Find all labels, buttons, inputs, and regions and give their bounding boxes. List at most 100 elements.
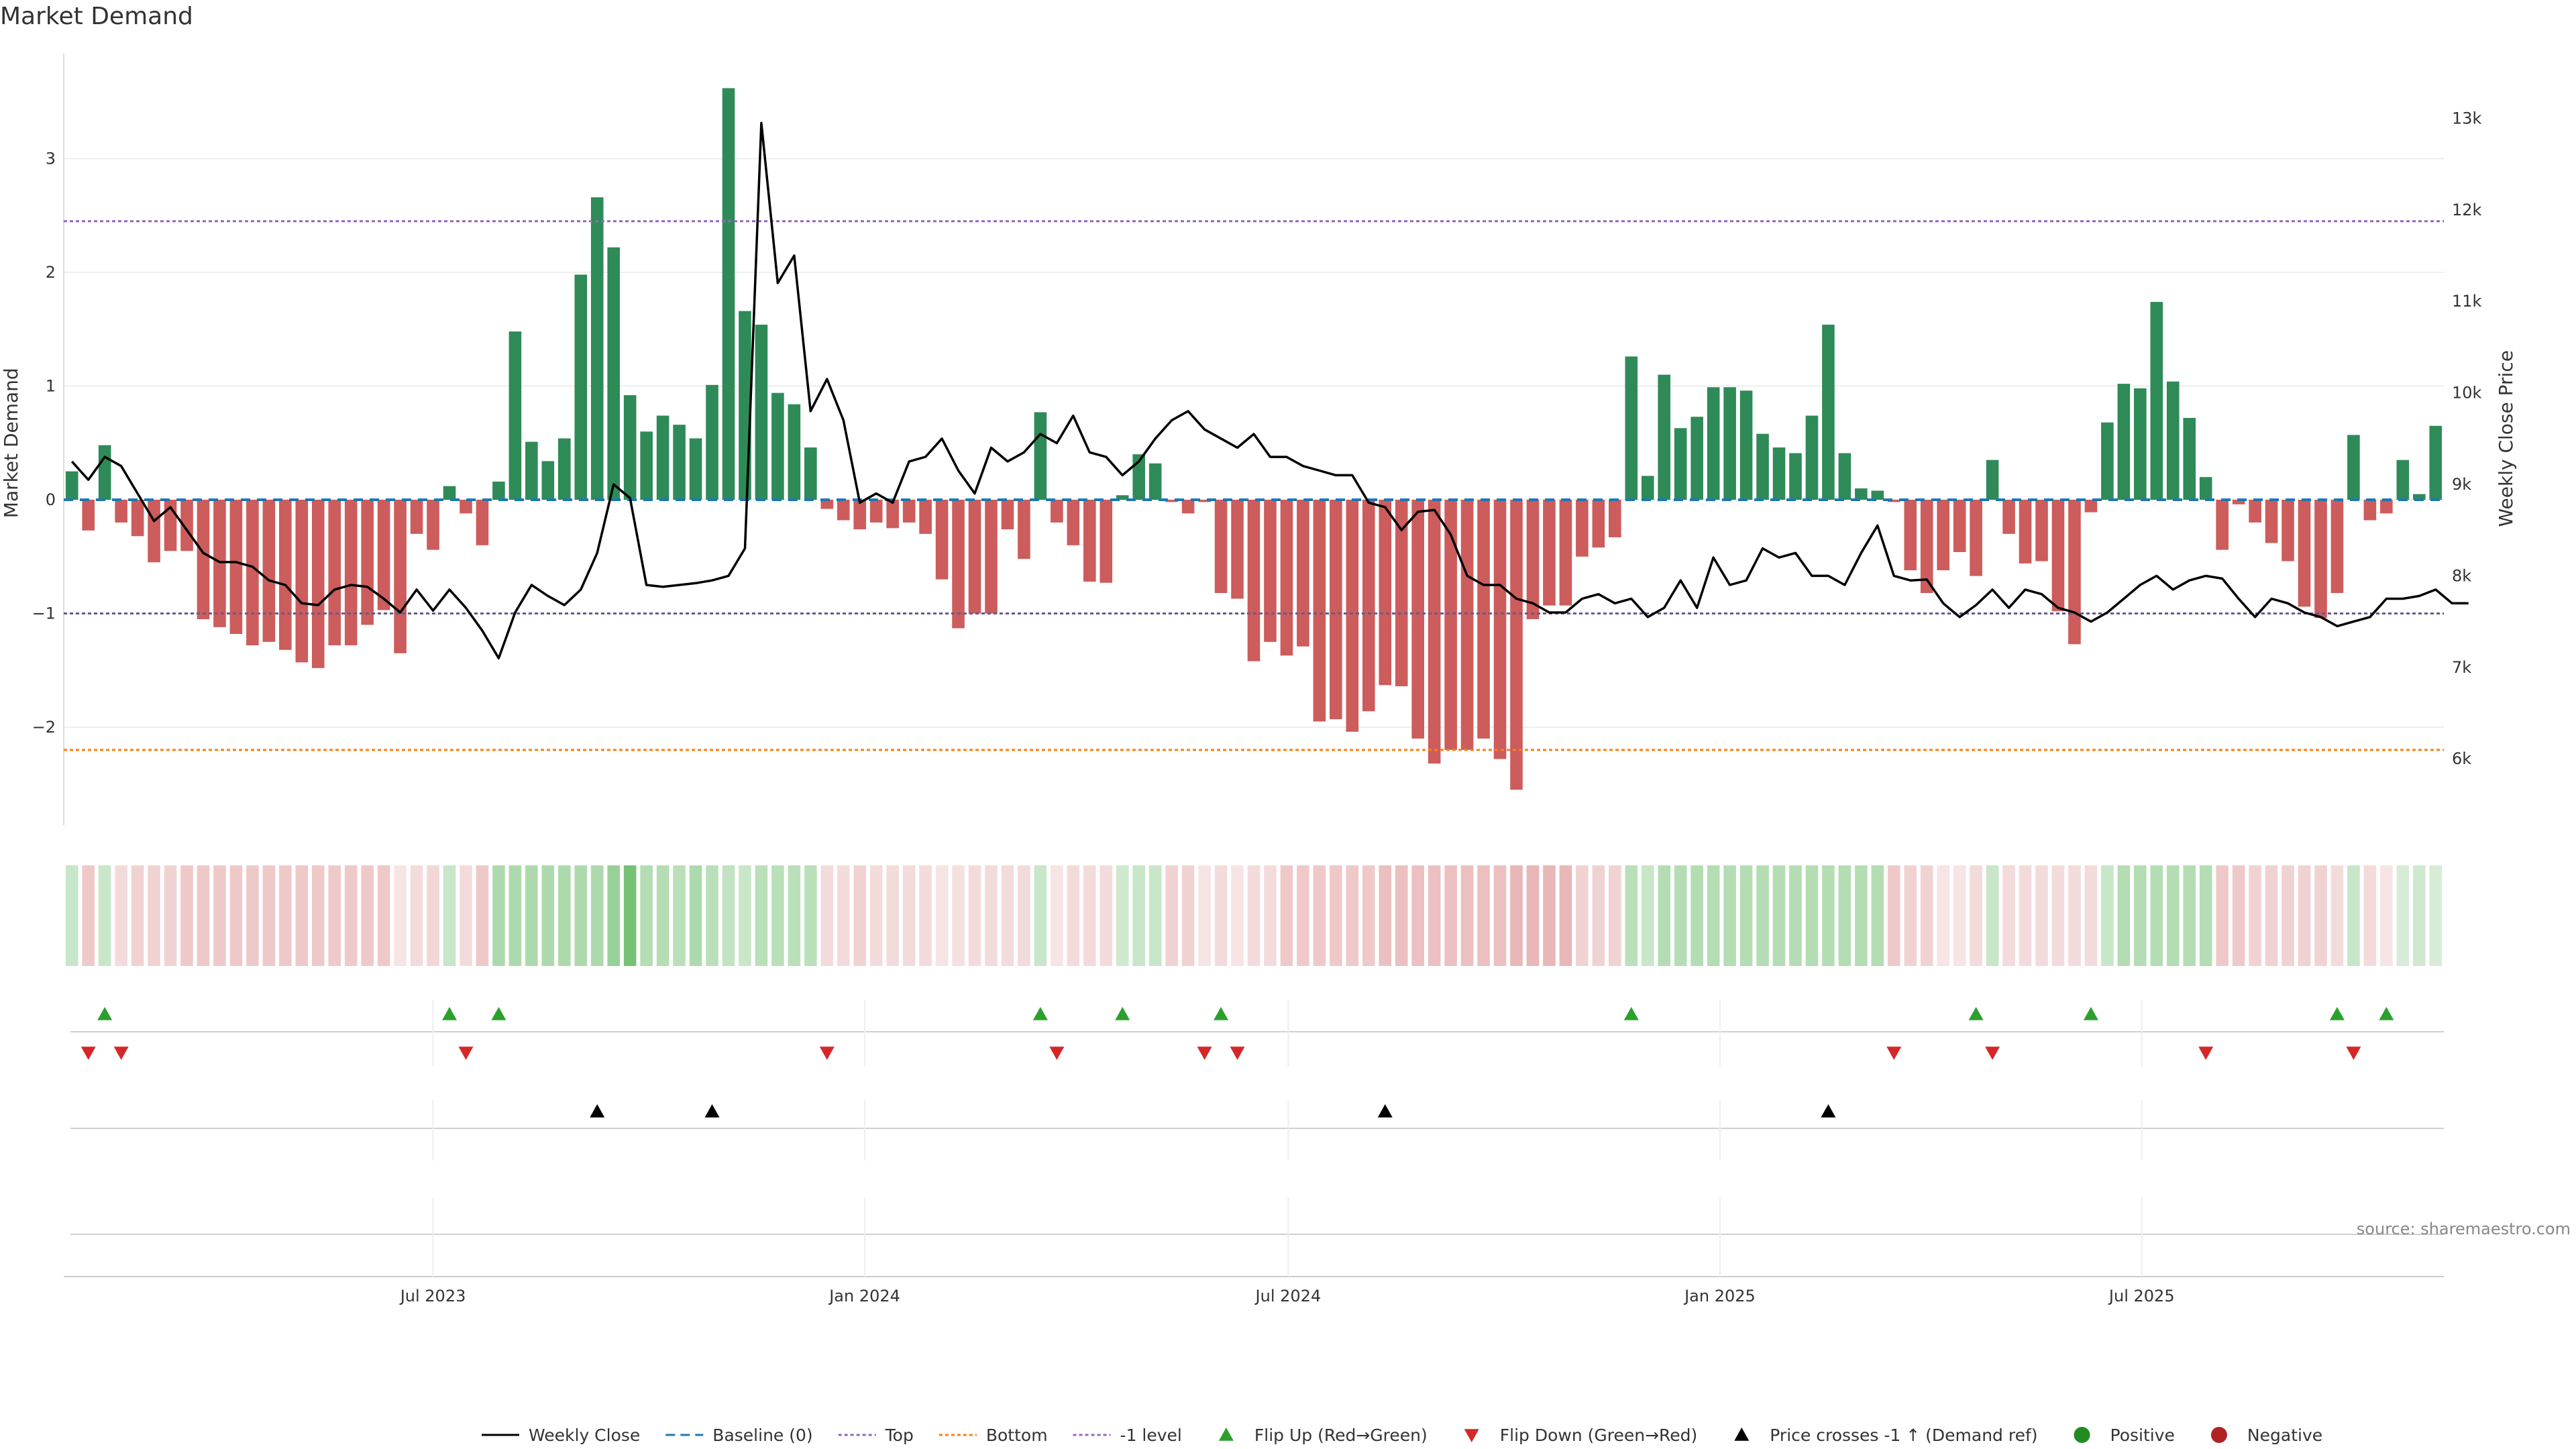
legend-item: Price crosses -1 ↑ (Demand ref) (1734, 1426, 2038, 1445)
bar-negative (2298, 500, 2311, 607)
bar-negative (902, 500, 916, 523)
heat-cell-negative (935, 865, 949, 966)
heat-cell-negative (2084, 865, 2098, 966)
bar-negative (985, 500, 998, 614)
bar-negative (180, 500, 193, 551)
heat-cell-positive (1116, 865, 1129, 966)
bar-negative (1313, 500, 1326, 722)
heat-cell-negative (952, 865, 965, 966)
flip-up-marker (97, 1007, 113, 1020)
y2-tick-label: 7k (2452, 658, 2471, 677)
bar-positive (2101, 422, 2114, 500)
flip-up-marker (491, 1007, 506, 1020)
heat-cell-negative (344, 865, 358, 966)
heat-cell-negative (311, 865, 325, 966)
bar-positive (1034, 412, 1047, 500)
y2-tick-label: 12k (2452, 201, 2482, 219)
flip-up-marker (1623, 1007, 1639, 1020)
bar-negative (952, 500, 965, 629)
heat-cell-positive (804, 865, 817, 966)
bar-negative (246, 500, 259, 645)
flip-up-marker (1115, 1007, 1130, 1020)
heat-cell-positive (1690, 865, 1703, 966)
heat-cell-positive (558, 865, 571, 966)
bar-negative (1510, 500, 1523, 790)
heat-cell-negative (2363, 865, 2377, 966)
bar-positive (771, 392, 784, 500)
bar-negative (2002, 500, 2015, 534)
flip-down-marker (1886, 1046, 1902, 1060)
bar-negative (1264, 500, 1277, 642)
heat-cell-negative (1460, 865, 1474, 966)
legend-label: Flip Down (Green→Red) (1500, 1426, 1698, 1445)
heat-cell-negative (1576, 865, 1589, 966)
bar-negative (853, 500, 867, 530)
bar-negative (1428, 500, 1441, 764)
price-cross-marker (1377, 1104, 1393, 1118)
legend-item: Top (838, 1426, 914, 1445)
bar-positive (706, 384, 718, 500)
heat-cell-negative (919, 865, 932, 966)
bar-positive (574, 274, 588, 500)
bar-negative (1395, 500, 1408, 686)
bar-positive (623, 395, 637, 500)
heat-cell-positive (673, 865, 686, 966)
heat-cell-negative (460, 865, 472, 966)
flip-down-marker (1985, 1046, 2000, 1060)
flip-up-marker (1214, 1007, 1229, 1020)
heat-cell-positive (1855, 865, 1868, 966)
bar-positive (2117, 384, 2131, 500)
bar-positive (541, 461, 555, 500)
heat-cell-negative (1411, 865, 1424, 966)
heat-cell-positive (2183, 865, 2196, 966)
bar-negative (460, 500, 472, 514)
heat-cell-positive (755, 865, 768, 966)
heat-cell-negative (2265, 865, 2278, 966)
heat-cell-negative (82, 865, 95, 966)
legend-item: Negative (2210, 1426, 2322, 1445)
x-tick-label: Jul 2023 (399, 1287, 466, 1305)
heat-cell-negative (1018, 865, 1030, 966)
flip-up-marker (2379, 1007, 2394, 1020)
heat-cell-negative (1297, 865, 1309, 966)
bar-positive (788, 404, 801, 500)
heat-cell-negative (2249, 865, 2261, 966)
heat-cell-negative (148, 865, 160, 966)
heat-cell-negative (968, 865, 981, 966)
heat-cell-negative (1444, 865, 1457, 966)
bar-negative (1198, 500, 1211, 502)
heat-cell-positive (1772, 865, 1786, 966)
bar-positive (1674, 428, 1687, 500)
bar-negative (1247, 500, 1260, 661)
y-tick-label: 1 (46, 377, 56, 396)
heat-cell-positive (788, 865, 801, 966)
bar-negative (2314, 500, 2327, 619)
flip-up-marker (442, 1007, 458, 1020)
heat-cell-negative (2051, 865, 2065, 966)
y2-tick-label: 11k (2452, 292, 2482, 311)
heat-cell-negative (377, 865, 390, 966)
bar-negative (1411, 500, 1424, 739)
flip-down-marker (819, 1046, 835, 1060)
heat-cell-negative (853, 865, 867, 966)
bar-negative (82, 500, 95, 531)
heat-cell-negative (246, 865, 259, 966)
bar-negative (1362, 500, 1375, 712)
heat-cell-positive (65, 865, 78, 966)
flip-down-marker (2198, 1046, 2214, 1060)
heat-cell-negative (1920, 865, 1933, 966)
bar-positive (656, 415, 669, 500)
flip-down-marker (80, 1046, 96, 1060)
heat-cell-negative (2019, 865, 2032, 966)
bar-negative (935, 500, 949, 580)
heat-cell-negative (1231, 865, 1244, 966)
price-cross-marker (704, 1104, 720, 1118)
y-tick-label: −1 (32, 604, 56, 623)
y2-axis-label: Weekly Close Price (2495, 350, 2517, 527)
heat-cell-positive (1707, 865, 1720, 966)
bar-positive (804, 447, 817, 500)
heat-cell-negative (427, 865, 439, 966)
bar-negative (1609, 500, 1621, 537)
heat-cell-negative (2298, 865, 2311, 966)
bar-negative (410, 500, 423, 534)
